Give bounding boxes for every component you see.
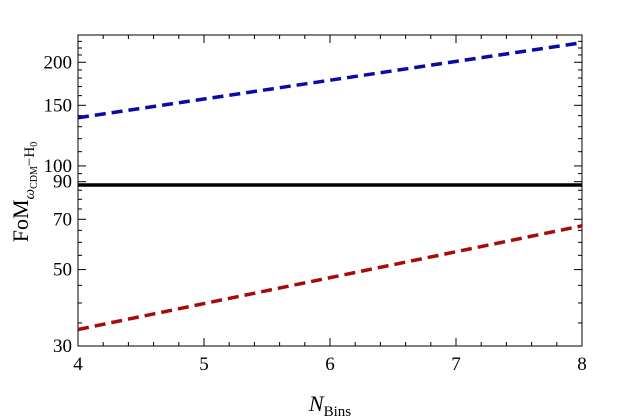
y-tick-label: 30 — [53, 336, 72, 357]
series-line-1 — [77, 40, 583, 120]
y-tick-label: 50 — [53, 260, 72, 281]
x-tick-label: 7 — [451, 354, 461, 375]
x-tick-label: 6 — [325, 354, 335, 375]
x-axis-ticks: 4 5 6 7 8 — [73, 35, 587, 375]
x-axis-label: NBins — [308, 391, 351, 417]
y-tick-label: 70 — [53, 209, 72, 230]
x-tick-label: 5 — [199, 354, 209, 375]
series-layer — [77, 40, 583, 332]
y-tick-label: 100 — [44, 156, 73, 177]
x-tick-label: 4 — [73, 354, 83, 375]
y-tick-label: 150 — [44, 95, 73, 116]
plot-frame — [77, 34, 583, 347]
x-tick-label: 8 — [577, 354, 587, 375]
y-axis-label: FoMωCDM−H0 — [8, 142, 40, 242]
series-line-3 — [77, 224, 583, 332]
y-tick-label: 200 — [44, 52, 73, 73]
y-tick-label: 90 — [53, 172, 72, 193]
